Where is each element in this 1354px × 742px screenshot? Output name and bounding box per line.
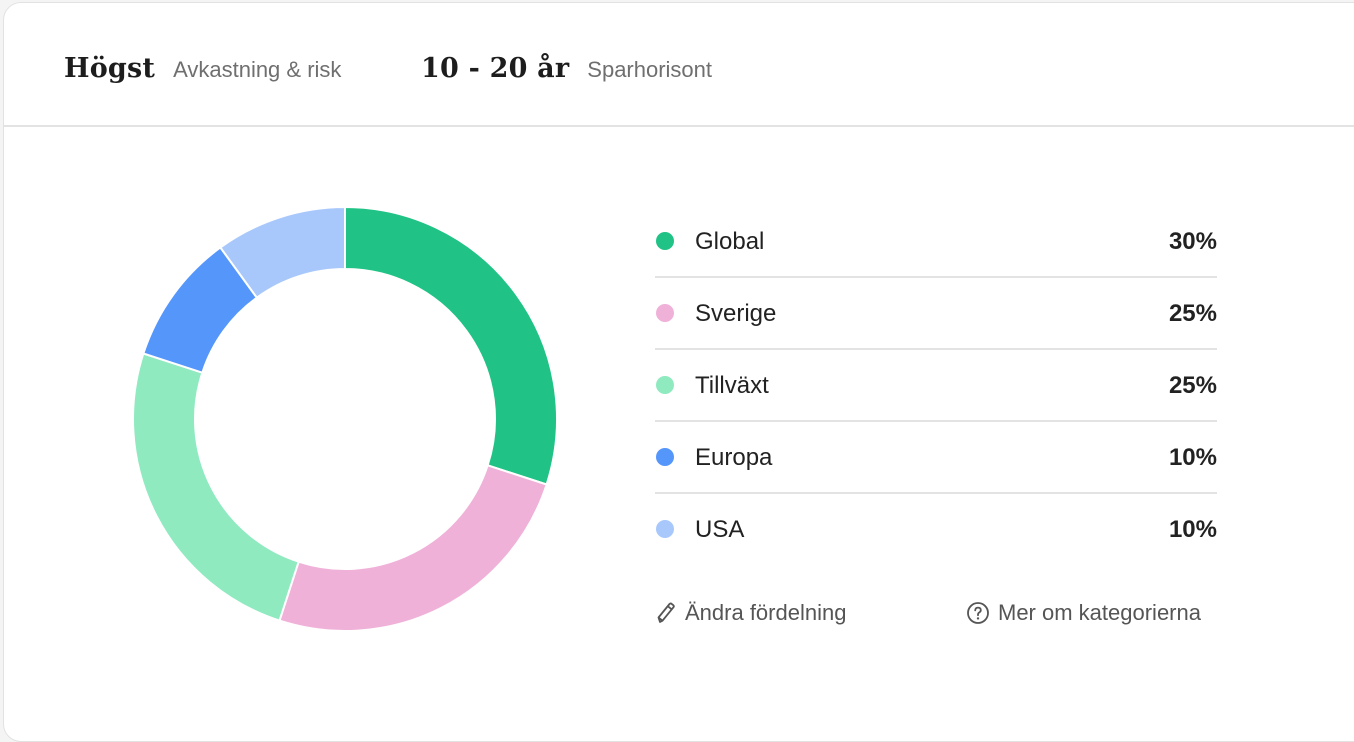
allocation-card: Högst Avkastning & risk 10 - 20 år Sparh… bbox=[3, 2, 1354, 742]
legend-color-dot bbox=[656, 376, 674, 394]
legend-color-dot bbox=[656, 448, 674, 466]
donut-slice-usa bbox=[218, 205, 346, 300]
legend-category-percent: 10% bbox=[1168, 516, 1217, 543]
legend-category-percent: 25% bbox=[1168, 372, 1217, 399]
edit-allocation-button[interactable]: Ändra fördelning bbox=[655, 600, 846, 626]
legend-category-percent: 25% bbox=[1168, 300, 1217, 327]
legend-item-global: Global 30% bbox=[655, 206, 1217, 278]
pencil-icon bbox=[655, 601, 677, 625]
allocation-legend: Global 30% Sverige 25% Tillväxt 25% Europa 10% U… bbox=[655, 206, 1217, 566]
legend-category-percent: 30% bbox=[1168, 228, 1217, 255]
allocation-donut-chart bbox=[132, 205, 558, 632]
more-about-categories-link[interactable]: Mer om kategorierna bbox=[966, 600, 1201, 626]
card-header: Högst Avkastning & risk 10 - 20 år Sparh… bbox=[4, 3, 1354, 127]
risk-level-label: Avkastning & risk bbox=[173, 57, 342, 82]
question-circle-icon bbox=[966, 601, 990, 625]
legend-color-dot bbox=[656, 232, 674, 250]
legend-item-europa: Europa 10% bbox=[655, 422, 1217, 494]
legend-category-percent: 10% bbox=[1168, 444, 1217, 471]
donut-slice-sverige bbox=[278, 464, 548, 632]
donut-slice-tillväxt bbox=[132, 352, 300, 622]
risk-level-value: Högst bbox=[64, 53, 156, 84]
legend-category-name: Global bbox=[695, 228, 765, 255]
savings-horizon-label: Sparhorisont bbox=[587, 57, 713, 82]
legend-item-usa: USA 10% bbox=[655, 494, 1217, 566]
edit-allocation-label: Ändra fördelning bbox=[685, 600, 847, 625]
legend-category-name: USA bbox=[695, 516, 745, 543]
risk-level: Högst Avkastning & risk bbox=[64, 53, 341, 84]
savings-horizon-value: 10 - 20 år bbox=[421, 53, 570, 84]
legend-item-sverige: Sverige 25% bbox=[655, 278, 1217, 350]
legend-color-dot bbox=[656, 304, 674, 322]
legend-color-dot bbox=[656, 520, 674, 538]
more-about-categories-label: Mer om kategorierna bbox=[998, 600, 1201, 625]
donut-slice-global bbox=[344, 205, 558, 486]
legend-category-name: Europa bbox=[695, 444, 773, 471]
legend-item-tillväxt: Tillväxt 25% bbox=[655, 350, 1217, 422]
savings-horizon: 10 - 20 år Sparhorisont bbox=[421, 53, 712, 84]
legend-category-name: Tillväxt bbox=[695, 372, 769, 399]
legend-category-name: Sverige bbox=[695, 300, 777, 327]
